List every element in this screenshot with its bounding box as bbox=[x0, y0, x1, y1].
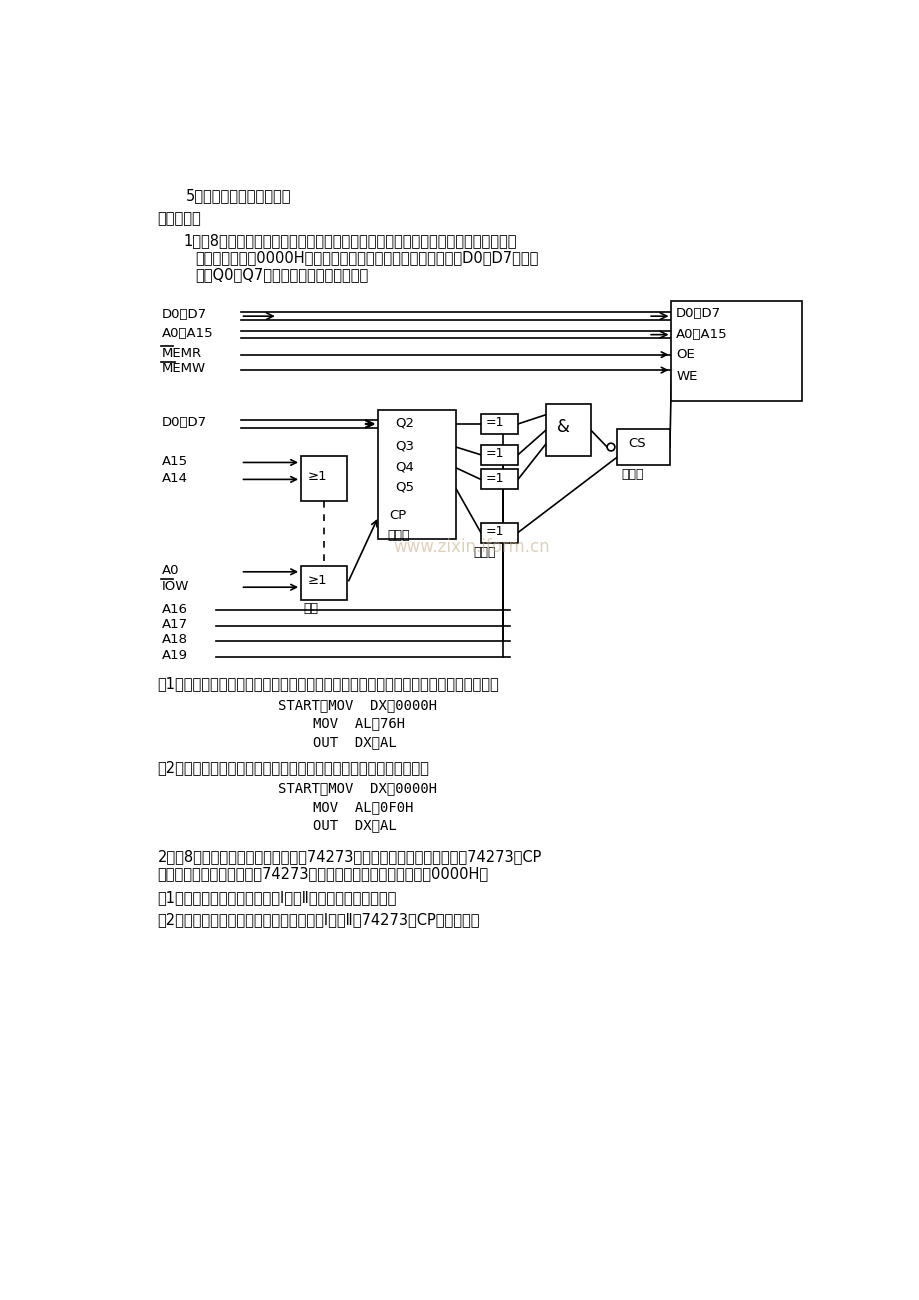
Text: =1: =1 bbox=[485, 472, 504, 485]
Text: A14: A14 bbox=[162, 472, 187, 485]
Text: MEMR: MEMR bbox=[162, 347, 201, 360]
Bar bbox=[481, 445, 517, 465]
Bar bbox=[481, 413, 517, 434]
Bar bbox=[301, 567, 347, 601]
Text: =1: =1 bbox=[485, 416, 504, 429]
Text: （1）在读写内存芯片时，首先执行下列程序。程序执行完后，决定存储器芯片的地址。: （1）在读写内存芯片时，首先执行下列程序。程序执行完后，决定存储器芯片的地址。 bbox=[157, 676, 499, 692]
Bar bbox=[481, 469, 517, 489]
Text: ≥1: ≥1 bbox=[307, 471, 326, 484]
Text: IOW: IOW bbox=[162, 580, 188, 593]
Circle shape bbox=[607, 443, 614, 451]
Text: MOV  AL，76H: MOV AL，76H bbox=[312, 716, 404, 731]
Text: Q2: Q2 bbox=[395, 416, 414, 429]
Text: START：MOV  DX，0000H: START：MOV DX，0000H bbox=[278, 698, 437, 712]
Text: CP: CP bbox=[389, 508, 406, 521]
Text: OE: OE bbox=[675, 348, 694, 361]
Bar bbox=[301, 456, 347, 500]
Text: CS: CS bbox=[628, 437, 645, 450]
Text: A18: A18 bbox=[162, 633, 187, 646]
Text: www.zixin.iform.cn: www.zixin.iform.cn bbox=[392, 538, 550, 556]
Text: 接口，其地址为0000H，它与数据总线相连接，可将数据总线上D0～D7从其输: 接口，其地址为0000H，它与数据总线相连接，可将数据总线上D0～D7从其输 bbox=[196, 250, 539, 265]
Text: A15: A15 bbox=[162, 455, 187, 468]
Bar bbox=[617, 429, 669, 465]
Text: Q3: Q3 bbox=[395, 439, 414, 452]
Bar bbox=[545, 404, 590, 456]
Text: OUT  DX，AL: OUT DX，AL bbox=[312, 734, 396, 749]
Text: A0～A15: A0～A15 bbox=[162, 326, 213, 339]
Text: 端的上升沿可以锁存数据到74273的输出端。并且假定接口地址为0000H。: 端的上升沿可以锁存数据到74273的输出端。并且假定接口地址为0000H。 bbox=[157, 866, 488, 881]
Text: 与非门: 与非门 bbox=[621, 468, 643, 481]
Text: D0～D7: D0～D7 bbox=[675, 307, 720, 320]
Text: A19: A19 bbox=[162, 649, 187, 662]
Text: 2．（8分）下面两图均为利用锁存器74273作为输出接口的连接图，利用74273的CP: 2．（8分）下面两图均为利用锁存器74273作为输出接口的连接图，利用74273… bbox=[157, 849, 541, 864]
Bar bbox=[481, 523, 517, 542]
Text: =1: =1 bbox=[485, 447, 504, 460]
Text: 出端Q0～Q7输出。回答下列两个问题：: 出端Q0～Q7输出。回答下列两个问题： bbox=[196, 266, 369, 282]
Bar bbox=[671, 300, 800, 400]
Text: 锁存器: 锁存器 bbox=[388, 529, 410, 542]
Text: （2）读下列程序，画出程序执行过程中图Ⅰ和图Ⅱ中74273的CP端的波形。: （2）读下列程序，画出程序执行过程中图Ⅰ和图Ⅱ中74273的CP端的波形。 bbox=[157, 913, 480, 927]
Bar bbox=[378, 410, 456, 540]
Text: Q4: Q4 bbox=[395, 460, 414, 473]
Text: OUT  DX，AL: OUT DX，AL bbox=[312, 818, 396, 832]
Text: START：MOV  DX，0000H: START：MOV DX，0000H bbox=[278, 781, 437, 796]
Text: WE: WE bbox=[675, 370, 697, 383]
Text: &: & bbox=[556, 417, 569, 436]
Text: 5．说明什么是中断嵌套？: 5．说明什么是中断嵌套？ bbox=[186, 188, 291, 203]
Text: ≥1: ≥1 bbox=[307, 575, 326, 588]
Text: A16: A16 bbox=[162, 603, 187, 616]
Text: 五．应用题: 五．应用题 bbox=[157, 212, 201, 226]
Text: （1）利用时序的概念，解释图Ⅰ和图Ⅱ哪一种连接是错误的？: （1）利用时序的概念，解释图Ⅰ和图Ⅱ哪一种连接是错误的？ bbox=[157, 891, 397, 906]
Text: A0～A15: A0～A15 bbox=[675, 329, 727, 342]
Text: 异或门: 异或门 bbox=[472, 546, 495, 559]
Text: 或门: 或门 bbox=[303, 602, 318, 615]
Text: A17: A17 bbox=[162, 618, 187, 630]
Text: D0～D7: D0～D7 bbox=[162, 308, 207, 321]
Text: MEMW: MEMW bbox=[162, 363, 206, 376]
Text: A0: A0 bbox=[162, 564, 179, 577]
Text: Q5: Q5 bbox=[395, 481, 414, 494]
Text: （2）若首先执行下列程序，程序执行完后，决定存储器芯片的地址。: （2）若首先执行下列程序，程序执行完后，决定存储器芯片的地址。 bbox=[157, 759, 429, 775]
Text: MOV  AL，0F0H: MOV AL，0F0H bbox=[312, 800, 413, 814]
Text: =1: =1 bbox=[485, 525, 504, 538]
Text: 1．（8分）下图为内存芯片与系统总线的连接图，用以存放数据。图中锁存器为输出: 1．（8分）下图为内存芯片与系统总线的连接图，用以存放数据。图中锁存器为输出 bbox=[183, 233, 516, 248]
Text: D0～D7: D0～D7 bbox=[162, 416, 207, 429]
